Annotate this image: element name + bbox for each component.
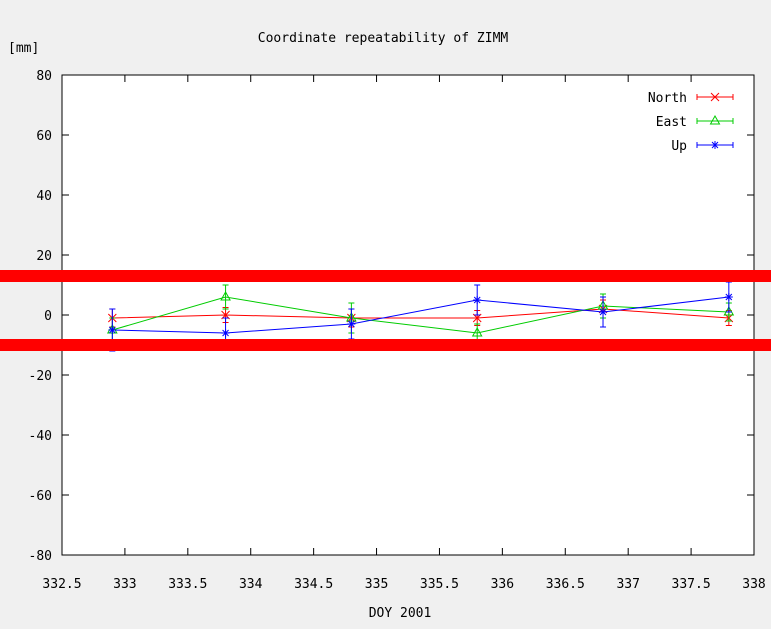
legend-marker-up: [711, 141, 719, 149]
y-tick-label: 40: [36, 189, 52, 204]
legend-label-east: East: [656, 115, 687, 130]
x-tick-label: 337.5: [672, 577, 711, 592]
y-tick-label: -60: [29, 489, 52, 504]
legend-marker-east: [709, 114, 721, 125]
x-tick-label: 332.5: [42, 577, 81, 592]
y-tick-label: -80: [29, 549, 52, 564]
x-tick-label: 333.5: [168, 577, 207, 592]
y-tick-label: 20: [36, 249, 52, 264]
y-tick-label: -20: [29, 369, 52, 384]
point-east: [220, 290, 231, 301]
legend-marker-north: [710, 92, 720, 102]
series-line-up: [112, 296, 729, 334]
axes-group: 332.5 333 333.5 334 334.5 335 335.5 336 336.5 337…: [29, 69, 766, 592]
chart-title: Coordinate repeatability of ZIMM: [258, 31, 509, 46]
point-up: [724, 293, 733, 301]
x-tick-label: 335: [365, 577, 388, 592]
legend-label-up: Up: [671, 139, 687, 154]
y-tick-label: 80: [36, 69, 52, 84]
plot-area: [62, 75, 754, 555]
point-up: [473, 296, 482, 304]
x-tick-label: 336: [491, 577, 514, 592]
legend-label-north: North: [648, 91, 687, 106]
y-tick-label: -40: [29, 429, 52, 444]
highlight-lines: [0, 270, 771, 351]
x-tick-label: 338: [742, 577, 765, 592]
y-tick-label: 60: [36, 129, 52, 144]
series-line-north: [112, 308, 729, 319]
x-axis-label: DOY 2001: [369, 606, 432, 621]
x-tick-label: 337: [616, 577, 639, 592]
series-line-east: [112, 296, 729, 334]
point-up: [599, 308, 608, 316]
point-up: [221, 329, 230, 337]
point-east: [471, 326, 483, 337]
point-east: [723, 305, 735, 316]
highlight-line: [0, 270, 771, 282]
x-tick-label: 334: [239, 577, 263, 592]
x-tick-label: 336.5: [546, 577, 585, 592]
x-tick-label: 334.5: [294, 577, 333, 592]
point-up: [347, 320, 356, 328]
point-up: [108, 326, 117, 334]
y-tick-label: 0: [44, 309, 52, 324]
y-axis-label: [mm]: [8, 41, 39, 56]
legend: North East Up: [648, 91, 734, 154]
x-tick-label: 333: [113, 577, 136, 592]
x-tick-label: 335.5: [420, 577, 459, 592]
highlight-line: [0, 339, 771, 351]
